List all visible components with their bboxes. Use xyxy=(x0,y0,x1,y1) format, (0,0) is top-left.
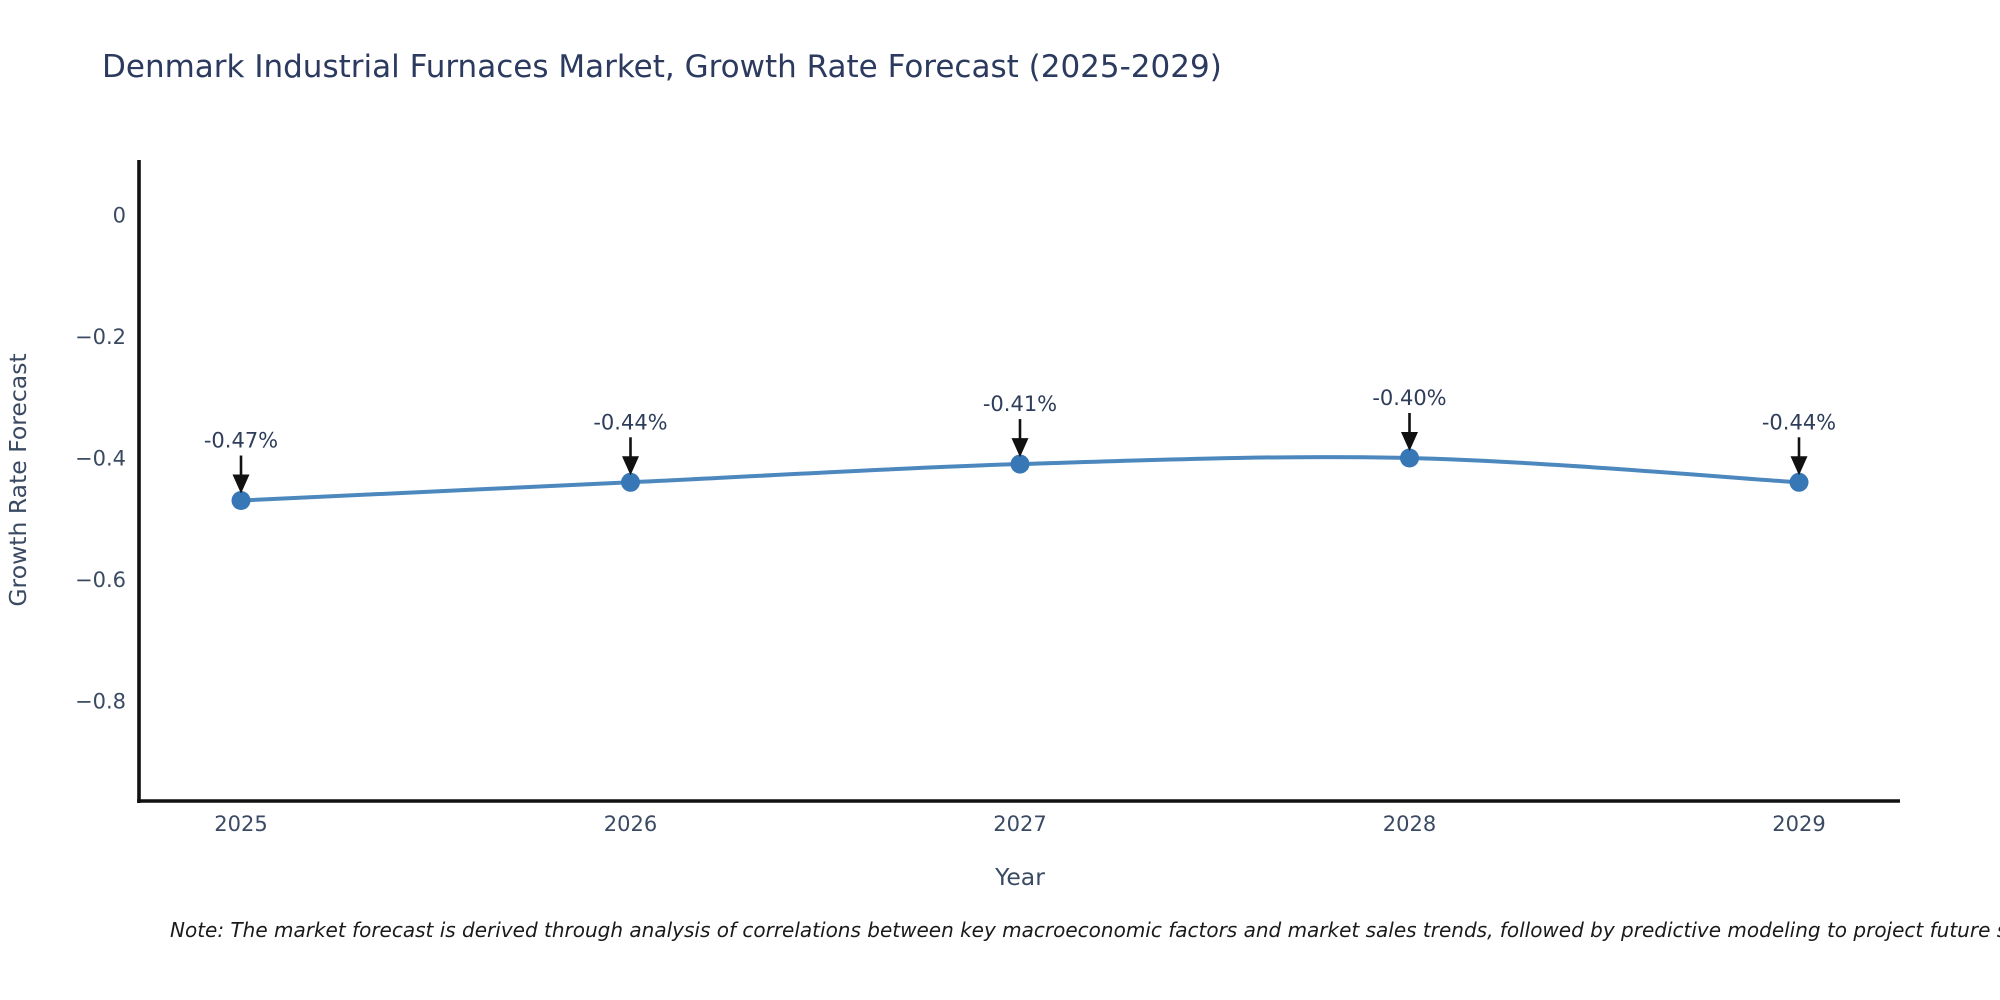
annotation-arrowhead xyxy=(232,474,250,494)
chart-title: Denmark Industrial Furnaces Market, Grow… xyxy=(102,49,1222,85)
y-tick-label: −0.4 xyxy=(75,447,126,471)
y-axis-title: Growth Rate Forecast xyxy=(4,353,32,606)
point-value-label: -0.40% xyxy=(1372,386,1446,410)
annotation-arrowhead xyxy=(1401,432,1418,451)
annotation-arrowhead xyxy=(622,456,639,476)
data-point-2028[interactable] xyxy=(1400,448,1419,468)
point-value-label: -0.47% xyxy=(204,429,278,453)
data-point-2029[interactable] xyxy=(1789,472,1809,492)
chart-series-layer: 0 −0.2 −0.4 −0.6 −0.8 2025 2026 2027 2028 2029 -0.… xyxy=(75,204,1836,837)
x-tick-label: 2028 xyxy=(1383,812,1436,836)
y-tick-label: −0.6 xyxy=(75,568,126,592)
point-value-label: -0.44% xyxy=(593,410,667,434)
x-tick-label: 2029 xyxy=(1772,812,1825,836)
y-tick-label: −0.8 xyxy=(75,690,126,714)
data-point-2026[interactable] xyxy=(621,472,640,492)
x-tick-label: 2027 xyxy=(993,812,1046,836)
data-point-2025[interactable] xyxy=(231,491,251,511)
x-tick-label: 2025 xyxy=(214,812,267,836)
point-value-label: -0.44% xyxy=(1762,410,1836,434)
data-point-2027[interactable] xyxy=(1010,454,1030,474)
y-tick-label: −0.2 xyxy=(75,325,126,349)
annotation-arrowhead xyxy=(1790,456,1808,476)
x-tick-label: 2026 xyxy=(604,812,657,836)
point-value-label: -0.41% xyxy=(983,392,1057,416)
y-tick-label: 0 xyxy=(113,204,126,228)
annotation-arrowhead xyxy=(1011,438,1029,458)
footnote: Note: The market forecast is derived thr… xyxy=(170,918,2000,942)
x-axis-title: Year xyxy=(994,863,1045,891)
